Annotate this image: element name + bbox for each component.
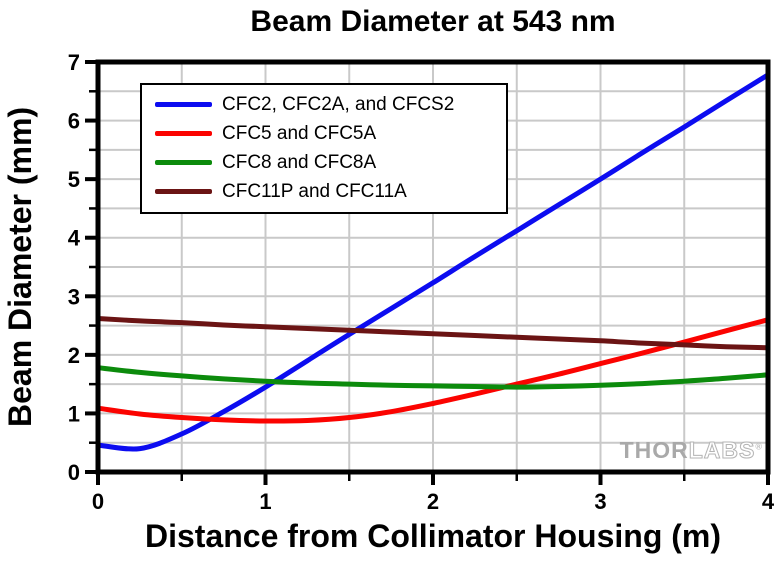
plot-frame [95, 59, 771, 475]
legend-box: CFC2, CFC2A, and CFCS2 CFC5 and CFC5A CFC8… [140, 83, 508, 214]
legend-item-cfc2: CFC2, CFC2A, and CFCS2 [155, 90, 506, 119]
y-tick-label: 6 [68, 109, 80, 134]
y-tick-label: 0 [68, 460, 80, 485]
y-tick-label: 4 [68, 226, 81, 251]
registered-mark: ® [755, 441, 763, 452]
series-line-cfc8 [95, 365, 771, 390]
legend-label-cfc5: CFC5 and CFC5A [222, 123, 377, 144]
chart-title: Beam Diameter at 543 nm [250, 5, 616, 38]
watermark-thor: THOR [619, 437, 689, 463]
legend-label-cfc2: CFC2, CFC2A, and CFCS2 [222, 94, 455, 115]
y-tick-label: 1 [68, 401, 80, 426]
legend-swatch-cfc2 [155, 102, 212, 107]
y-axis-title: Beam Diameter (mm) [2, 106, 38, 428]
y-tick-label: 5 [68, 167, 80, 192]
y-tick-label: 2 [68, 343, 80, 368]
legend-label-cfc8: CFC8 and CFC8A [222, 152, 377, 173]
series-line-cfc11 [95, 316, 771, 351]
x-tick-label: 3 [594, 489, 606, 514]
x-tick-label: 0 [92, 489, 104, 514]
legend-swatch-cfc5 [155, 131, 212, 136]
x-axis-title: Distance from Collimator Housing (m) [144, 518, 722, 554]
watermark-labs: LABS [688, 437, 756, 464]
legend-item-cfc8: CFC8 and CFC8A [155, 148, 506, 177]
thorlabs-watermark: THORLABS® [620, 437, 763, 464]
y-tick-label: 7 [68, 50, 80, 75]
x-tick-label: 1 [259, 489, 271, 514]
x-tick-label: 2 [427, 489, 439, 514]
y-tick-label: 3 [68, 284, 80, 309]
x-tick-label: 4 [762, 489, 775, 514]
series-line-cfc5 [95, 317, 771, 424]
legend-item-cfc11: CFC11P and CFC11A [155, 177, 506, 206]
legend-label-cfc11: CFC11P and CFC11A [222, 181, 407, 202]
legend-swatch-cfc11 [155, 189, 212, 194]
legend-swatch-cfc8 [155, 160, 212, 165]
legend-item-cfc5: CFC5 and CFC5A [155, 119, 506, 148]
